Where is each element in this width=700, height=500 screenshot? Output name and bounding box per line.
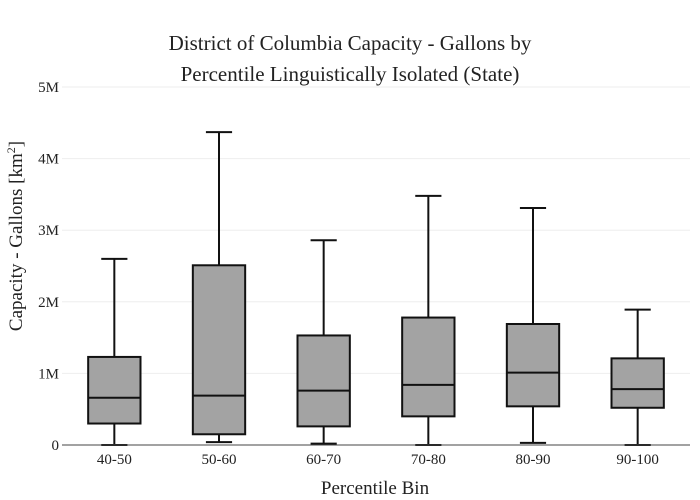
x-axis-label: Percentile Bin (321, 478, 430, 499)
x-tick-label: 50-60 (202, 452, 237, 468)
y-tick-label: 3M (38, 223, 59, 239)
x-tick-labels: 40-50 50-60 60-70 70-80 80-90 90-100 (97, 452, 659, 468)
y-tick-label: 5M (38, 80, 59, 96)
chart-title-line-2: Percentile Linguistically Isolated (Stat… (181, 62, 520, 86)
y-tick-label: 0 (52, 438, 60, 454)
box-40-50 (87, 257, 142, 446)
box-80-90 (505, 207, 561, 444)
gridlines (62, 86, 690, 374)
iqr-box (505, 322, 561, 408)
y-axis-label-text: Capacity - Gallons [km (6, 153, 27, 331)
box-90-100 (610, 308, 665, 446)
y-tick-label: 2M (38, 295, 59, 311)
boxes (87, 131, 665, 446)
chart-title-line-1: District of Columbia Capacity - Gallons … (169, 31, 532, 55)
y-axis-label-superscript: 2 (4, 147, 18, 153)
x-tick-label: 70-80 (411, 452, 446, 468)
y-axis-label: Capacity - Gallons [km2] (4, 141, 27, 331)
box-60-70 (296, 239, 351, 445)
y-tick-label: 1M (38, 366, 59, 382)
y-tick-labels: 0 1M 2M 3M 4M 5M (38, 80, 59, 454)
y-tick-label: 4M (38, 152, 59, 168)
iqr-box (401, 316, 456, 418)
iqr-box (87, 355, 142, 425)
x-tick-label: 60-70 (306, 452, 341, 468)
iqr-box (296, 334, 351, 428)
iqr-box (191, 264, 247, 436)
y-axis-label-end: ] (6, 141, 27, 147)
box-50-60 (191, 131, 247, 444)
x-tick-label: 80-90 (516, 452, 551, 468)
x-tick-label: 90-100 (616, 452, 659, 468)
x-tick-label: 40-50 (97, 452, 132, 468)
box-70-80 (401, 194, 456, 446)
iqr-box (610, 357, 665, 409)
